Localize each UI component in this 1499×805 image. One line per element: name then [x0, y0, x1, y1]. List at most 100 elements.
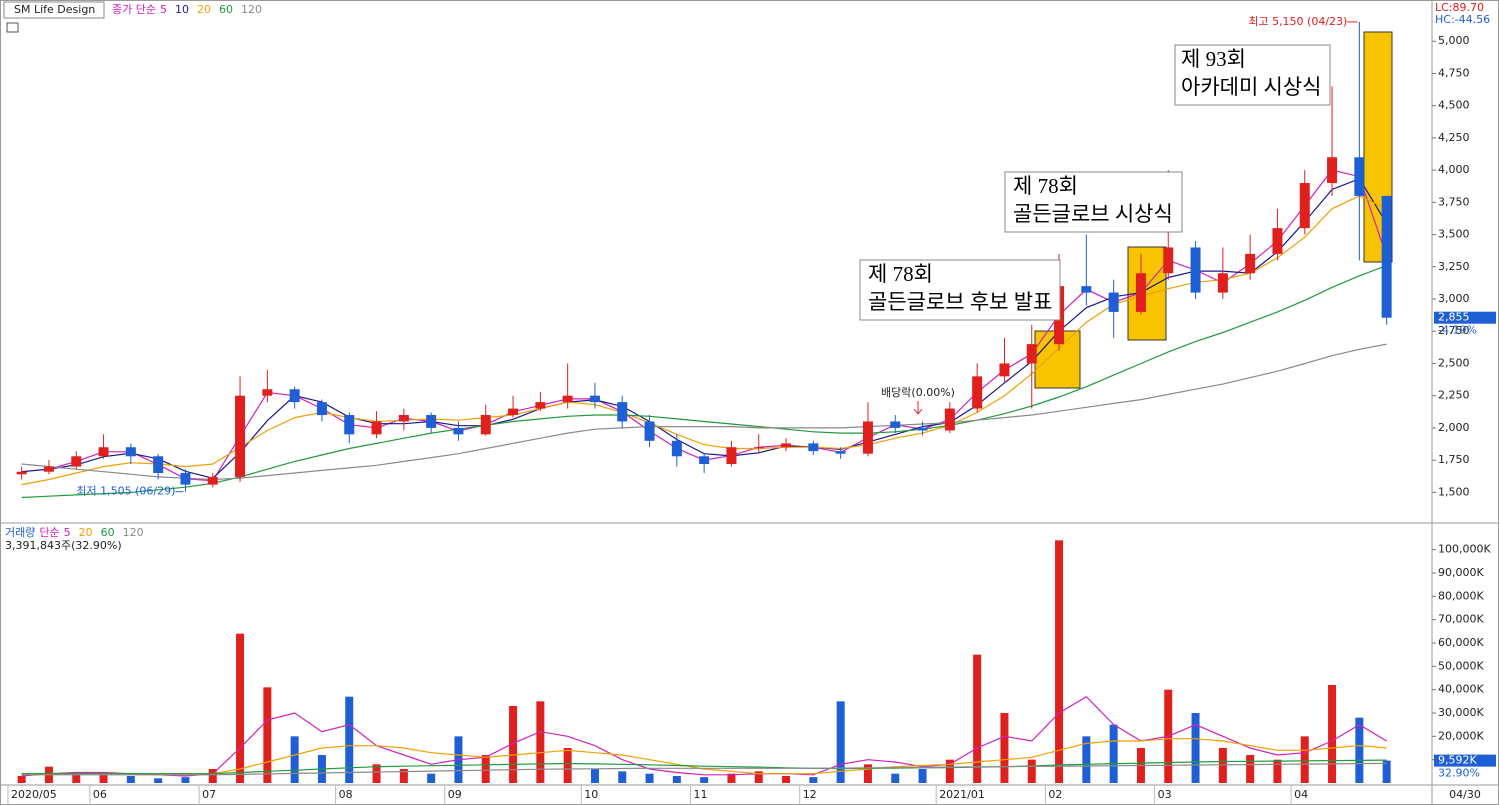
y-tick-label: 2,500: [1438, 356, 1470, 369]
volume-bar: [181, 777, 190, 783]
volume-bar: [863, 764, 872, 783]
candle-body: [426, 415, 437, 428]
candle-body: [1381, 195, 1392, 318]
candle-body: [43, 466, 54, 472]
annotation: 제 78회: [1013, 174, 1078, 198]
highlight: [1127, 246, 1167, 341]
volume-bar: [754, 771, 763, 783]
candle-body: [371, 421, 382, 435]
volume-bar: [1191, 713, 1200, 783]
volume-bar: [72, 773, 81, 783]
annotation: 골든글로브 후보 발표: [868, 290, 1052, 314]
ma-line: [21, 762, 1387, 776]
y-tick-label: 20,000K: [1438, 729, 1484, 742]
x-tick-label: 04: [1294, 788, 1308, 801]
y-tick-label: 3,750: [1438, 195, 1470, 208]
volume-bar: [1055, 540, 1064, 783]
x-tick-label: 07: [202, 788, 216, 801]
y-tick-label: 1,500: [1438, 485, 1470, 498]
volume-bar: [290, 736, 299, 783]
y-tick-label: 4,750: [1438, 66, 1470, 79]
candle-body: [781, 443, 792, 448]
y-tick-label: 4,250: [1438, 131, 1470, 144]
candle-body: [98, 447, 109, 457]
volume-bar: [563, 748, 572, 783]
candle-body: [508, 408, 519, 416]
last-price-box: [1434, 311, 1496, 324]
candle-body: [944, 408, 955, 431]
volume-bar: [672, 776, 681, 783]
y-tick-label: 4,000: [1438, 163, 1470, 176]
volume-bar: [126, 776, 135, 783]
volume-bar: [536, 701, 545, 783]
ma-line: [21, 195, 1387, 486]
annotation: 제 78회: [868, 262, 933, 286]
candle-body: [644, 421, 655, 441]
candle-body: [180, 473, 191, 485]
volume-bar: [590, 769, 599, 783]
candle-body: [699, 456, 710, 464]
y-tick-label: 4,500: [1438, 99, 1470, 112]
x-tick-label: 11: [694, 788, 708, 801]
volume-bar: [399, 769, 408, 783]
hc-label: HC:-44.56: [1435, 13, 1490, 26]
last-price-label: 2,855: [1438, 311, 1470, 324]
x-tick-label: 2020/05: [11, 788, 57, 801]
y-tick-label: 60,000K: [1438, 636, 1484, 649]
plot: [16, 21, 1392, 783]
legend-entry: 5: [64, 526, 71, 539]
volume-bar: [727, 773, 736, 783]
volume-bar: [236, 633, 245, 783]
y-tick-label: 100,000K: [1438, 543, 1491, 556]
volume-bar: [1027, 759, 1036, 783]
x-tick-label: 06: [93, 788, 107, 801]
volume-summary: 3,391,843주(32.90%): [5, 539, 122, 552]
volume-bar: [372, 764, 381, 783]
lc-label: LC:89.70: [1435, 1, 1484, 14]
ratio-label: 32.90%: [1438, 767, 1480, 780]
volume-bar: [1273, 759, 1282, 783]
last-date: 04/30: [1449, 788, 1481, 801]
chart-title: SM Life Design: [14, 3, 95, 16]
candle-body: [125, 447, 136, 457]
volume-bar: [945, 759, 954, 783]
annotation-box: [1004, 171, 1183, 233]
volume-bar: [645, 773, 654, 783]
candle-body: [1108, 292, 1119, 312]
x-tick-label: 12: [803, 788, 817, 801]
volume-bar: [1082, 736, 1091, 783]
candle-body: [753, 447, 764, 449]
volume-bar: [782, 776, 791, 783]
volume-bar: [17, 776, 26, 783]
last-volume-box: [1434, 754, 1496, 767]
legend-entry: 10: [175, 3, 189, 16]
volume-bar: [918, 769, 927, 783]
volume-bar: [99, 774, 108, 783]
candle-body: [398, 415, 409, 422]
volume-bar: [1328, 685, 1337, 783]
candle-body: [1354, 157, 1365, 196]
volume-bar: [345, 696, 354, 783]
y-tick-label: 3,000: [1438, 292, 1470, 305]
y-tick-label: 2,000: [1438, 421, 1470, 434]
y-tick-label: 70,000K: [1438, 613, 1484, 626]
candle-body: [316, 402, 327, 416]
candle-body: [999, 363, 1010, 377]
candle-body: [671, 440, 682, 457]
volume-bar: [700, 777, 709, 783]
volume-bar: [263, 687, 272, 783]
legend-entry: 120: [123, 526, 144, 539]
volume-bar: [809, 777, 818, 783]
legend-label: 단순: [39, 526, 59, 539]
volume-bar: [1000, 713, 1009, 783]
candle-body: [862, 421, 873, 454]
candle-body: [1217, 273, 1228, 293]
volume-bar: [1109, 724, 1118, 783]
candle-body: [589, 395, 600, 403]
candle-body: [535, 402, 546, 409]
annotation: 아카데미 시상식: [1181, 75, 1322, 99]
candle-body: [1026, 344, 1037, 364]
volume-bar: [618, 771, 627, 783]
candle-body: [16, 471, 27, 475]
candle-body: [453, 427, 464, 435]
